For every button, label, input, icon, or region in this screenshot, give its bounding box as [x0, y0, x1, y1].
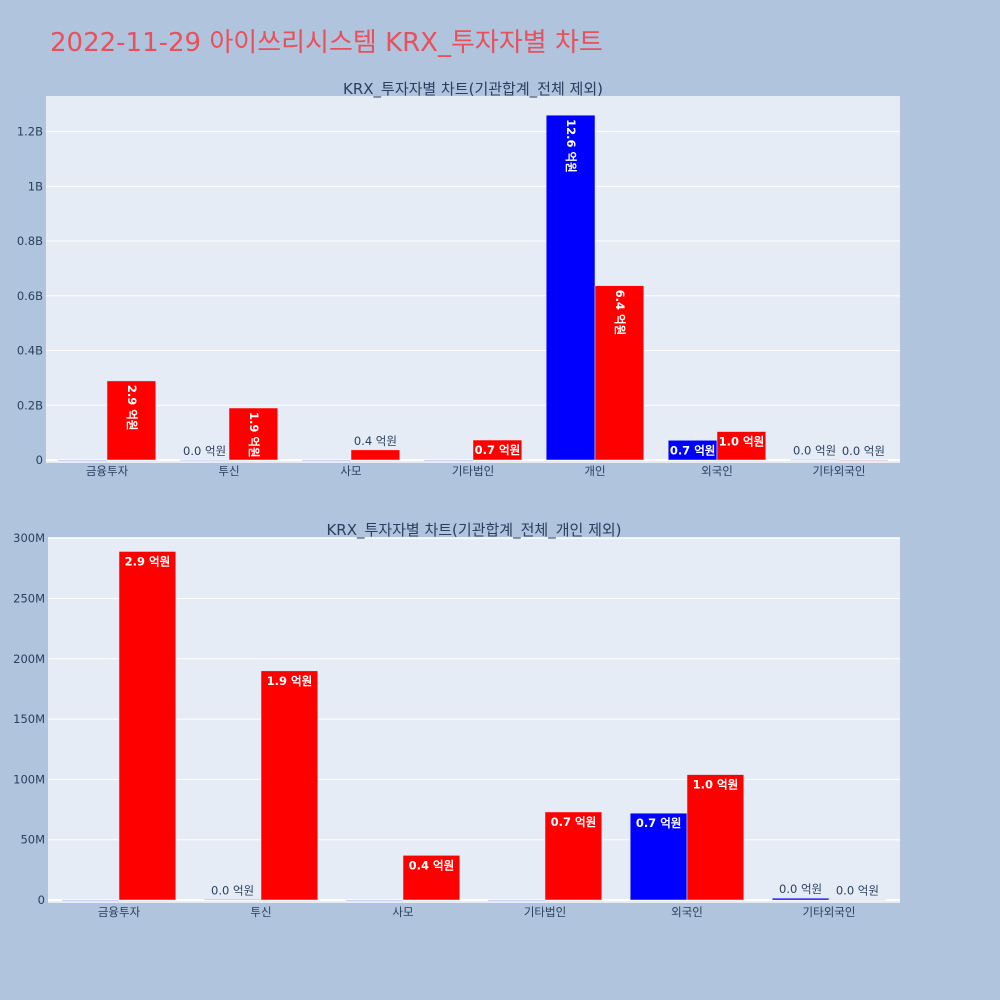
bottom-x-tick-label: 기타법인 — [524, 905, 566, 919]
top-bar — [106, 380, 157, 461]
bottom-x-tick-label: 금융투자 — [98, 905, 141, 919]
bottom-bar — [629, 812, 688, 901]
bottom-y-tick-label: 200M — [13, 652, 45, 666]
top-x-tick-label: 사모 — [340, 464, 361, 478]
bottom-y-tick-label: 100M — [13, 772, 45, 786]
bottom-plot-area — [48, 537, 900, 903]
bottom-x-tick-label: 사모 — [392, 905, 413, 919]
top-x-tick-label: 투신 — [218, 464, 239, 478]
bottom-data-label: 1.9 억원 — [267, 674, 313, 688]
top-bar — [545, 114, 596, 461]
bottom-y-tick-label: 150M — [13, 712, 45, 726]
bottom-bar — [203, 899, 262, 901]
bottom-data-label: 0.4 억원 — [409, 858, 455, 872]
bottom-chart-title: KRX_투자자별 차트(기관합계_전체_개인 제외) — [326, 521, 621, 540]
bottom-bar — [686, 774, 745, 901]
top-y-tick-label: 0 — [36, 453, 43, 467]
top-data-label: 2.9 억원 — [125, 385, 139, 431]
bottom-data-label: 0.0 억원 — [779, 882, 822, 896]
top-data-label: 1.0 억원 — [719, 435, 765, 449]
top-bar — [838, 459, 889, 461]
bottom-bar — [345, 899, 404, 901]
bottom-y-tick-label: 250M — [13, 592, 45, 606]
top-y-tick-label: 1B — [28, 179, 43, 193]
bottom-y-tick-label: 50M — [20, 833, 45, 847]
top-chart-title: KRX_투자자별 차트(기관합계_전체 제외) — [343, 80, 603, 99]
bottom-y-tick-label: 0 — [38, 893, 45, 907]
bottom-bar — [402, 855, 461, 901]
bottom-bar — [771, 897, 830, 901]
top-data-label: 0.4 억원 — [354, 434, 397, 448]
top-data-label: 0.0 억원 — [793, 444, 836, 458]
top-data-label: 6.4 억원 — [613, 290, 627, 336]
top-data-label: 0.7 억원 — [670, 443, 716, 457]
top-bar — [423, 459, 474, 461]
top-y-tick-label: 0.6B — [17, 289, 43, 303]
top-y-tick-label: 1.2B — [17, 125, 43, 139]
bottom-bar — [544, 811, 603, 901]
top-data-label: 0.0 억원 — [183, 444, 226, 458]
bottom-bar — [118, 551, 177, 901]
top-data-label: 12.6 억원 — [564, 119, 578, 173]
top-bar — [301, 459, 352, 461]
top-bar — [716, 431, 767, 461]
bottom-x-tick-label: 기타외국인 — [803, 905, 856, 919]
top-data-label: 0.7 억원 — [475, 443, 521, 457]
top-bar — [350, 449, 401, 461]
top-x-tick-label: 외국인 — [701, 464, 733, 478]
bottom-x-tick-label: 외국인 — [671, 905, 703, 919]
bottom-y-tick-label: 300M — [13, 531, 45, 545]
top-bar — [594, 285, 645, 461]
top-y-tick-label: 0.4B — [17, 344, 43, 358]
bottom-x-tick-label: 투신 — [250, 905, 271, 919]
top-x-tick-label: 개인 — [584, 464, 605, 478]
bottom-data-label: 0.0 억원 — [211, 883, 254, 897]
bottom-bar — [828, 899, 887, 901]
top-data-label: 1.9 억원 — [247, 412, 261, 458]
bottom-data-label: 0.7 억원 — [551, 815, 597, 829]
bottom-data-label: 2.9 억원 — [125, 554, 171, 568]
top-plot-area — [46, 96, 900, 463]
bottom-data-label: 0.0 억원 — [836, 884, 879, 898]
top-y-tick-label: 0.2B — [17, 398, 43, 412]
bottom-data-label: 1.0 억원 — [693, 778, 739, 792]
top-x-tick-label: 기타법인 — [452, 464, 494, 478]
bottom-bar — [260, 670, 319, 901]
top-bar — [228, 407, 279, 461]
bottom-data-label: 0.7 억원 — [636, 816, 682, 830]
top-x-tick-label: 금융투자 — [86, 464, 129, 478]
top-bar — [57, 459, 108, 461]
top-data-label: 0.0 억원 — [842, 444, 885, 458]
bottom-bar — [61, 899, 120, 901]
top-bar — [472, 439, 523, 461]
top-x-tick-label: 기타외국인 — [813, 464, 866, 478]
page-title: 2022-11-29 아이쓰리시스템 KRX_투자자별 차트 — [50, 28, 603, 58]
bottom-bar — [487, 899, 546, 901]
top-y-tick-label: 0.8B — [17, 234, 43, 248]
chart-top: 0 0.2B 0.4B 0.6B 0.8B 1B 1.2B KRX_투자자별 차트(기관합계_… — [17, 80, 900, 478]
